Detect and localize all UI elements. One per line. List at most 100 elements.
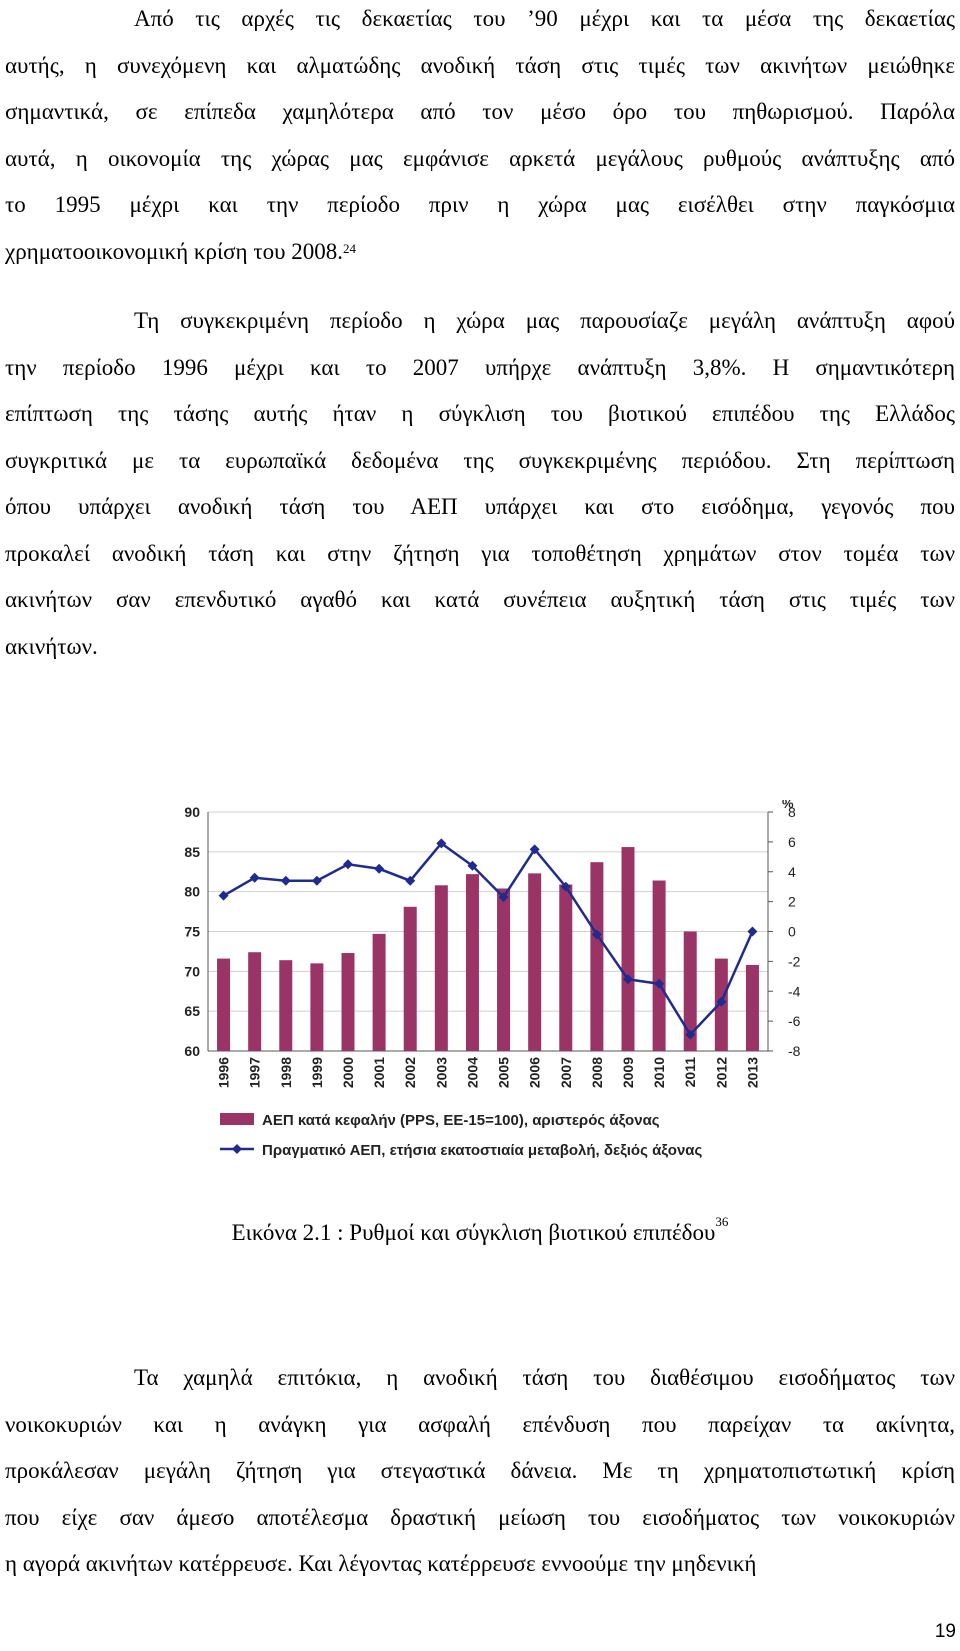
right-tick-label: 4	[788, 864, 796, 880]
left-tick-label: 70	[184, 963, 200, 979]
x-tick-label: 1996	[216, 1057, 232, 1088]
text-line: το 1995 μέχρι και την περίοδο πριν η χώρ…	[5, 192, 955, 217]
right-tick-label: -2	[788, 953, 801, 969]
bar	[403, 906, 417, 1051]
text-line: νοικοκυριών και η ανάγκη για ασφαλή επέν…	[5, 1411, 955, 1437]
growth-point	[467, 860, 478, 871]
figure-caption: Εικόνα 2.1 : Ρυθμοί και σύγκλιση βιοτικο…	[0, 1214, 960, 1246]
x-tick-label: 1999	[309, 1057, 325, 1088]
bar	[310, 963, 324, 1051]
bar	[372, 933, 386, 1051]
text-line: ακινήτων σαν επενδυτικό αγαθό και κατά σ…	[5, 587, 955, 612]
left-tick-label: 85	[184, 844, 200, 860]
text-line: επίπτωση της τάσης αυτής ήταν η σύγκλιση…	[5, 401, 955, 426]
text-line: αυτής, η συνεχόμενη και αλματώδης ανοδικ…	[5, 52, 955, 78]
bar	[279, 960, 293, 1051]
growth-point	[623, 974, 633, 985]
bar	[434, 885, 448, 1051]
right-tick-label: 6	[788, 834, 796, 850]
bar	[745, 964, 759, 1051]
text-line: χρηματοοικονομική κρίση του 2008.24	[5, 238, 356, 264]
left-tick-label: 65	[184, 1003, 200, 1019]
left-tick-label: 75	[184, 924, 200, 940]
paragraph-1: Από τις αρχές τις δεκαετίας του ’90 μέχρ…	[5, 0, 955, 275]
legend-line-label: Πραγματικό ΑΕΠ, ετήσια εκατοστιαία μεταβ…	[262, 1142, 703, 1159]
left-tick-label: 60	[184, 1043, 200, 1059]
bar	[621, 847, 635, 1051]
x-tick-label: 2012	[713, 1057, 729, 1088]
growth-point	[343, 859, 353, 870]
paragraph-3: Τα χαμηλά επιτόκια, η ανοδική τάση του δ…	[5, 1355, 955, 1588]
x-tick-label: 2006	[527, 1057, 543, 1088]
right-tick-label: -4	[788, 983, 801, 999]
bar	[341, 953, 355, 1051]
growth-point	[716, 996, 727, 1007]
right-tick-label: 0	[788, 924, 796, 940]
growth-point	[529, 844, 540, 855]
growth-point	[685, 1029, 696, 1040]
gdp-chart: 60 65 70 75 80 85 90 -8 -6 -4 -2 0 2 4 6 8% 1996 1997 1998…	[184, 800, 801, 1159]
right-tick-label: 8	[788, 804, 796, 820]
text-line: που είχε σαν άμεσο αποτέλεσμα δραστική μ…	[5, 1504, 955, 1530]
text-line: ακινήτων.	[5, 633, 98, 659]
text-line: σημαντικά, σε επίπεδα χαμηλότερα από τον…	[5, 99, 955, 124]
x-tick-label: 2002	[402, 1057, 418, 1088]
growth-point	[747, 926, 758, 937]
text-line: όπου υπάρχει ανοδική τάση του ΑΕΠ υπάρχε…	[5, 494, 955, 519]
text-line: Από τις αρχές τις δεκαετίας του ’90 μέχρ…	[134, 6, 955, 31]
legend-line-marker	[232, 1144, 242, 1154]
right-tick-label: -8	[788, 1043, 801, 1059]
x-tick-label: 1998	[278, 1057, 294, 1088]
bar	[590, 862, 604, 1051]
x-tick-label: 1997	[247, 1057, 263, 1088]
page-number: 19	[934, 1621, 956, 1642]
bar	[528, 873, 542, 1051]
bar	[248, 952, 262, 1051]
text-line: προκαλεί ανοδική τάση και στην ζήτηση γι…	[5, 540, 955, 566]
growth-point	[280, 875, 291, 886]
text-line: συγκριτικά με τα ευρωπαϊκά δεδομένα της …	[5, 447, 955, 473]
right-tick-label: -6	[788, 1013, 801, 1029]
text-line: αυτά, η οικονομία της χώρας μας εμφάνισε…	[5, 145, 955, 171]
text-line: Τα χαμηλά επιτόκια, η ανοδική τάση του δ…	[134, 1365, 955, 1390]
x-tick-label: 2000	[340, 1057, 356, 1088]
text-line: Τη συγκεκριμένη περίοδο η χώρα μας παρου…	[134, 308, 955, 333]
growth-point	[311, 875, 322, 886]
x-tick-label: 2010	[651, 1057, 667, 1088]
growth-point	[654, 978, 665, 989]
growth-point	[218, 890, 229, 901]
footnote-ref: 24	[342, 240, 356, 256]
x-tick-label: 2013	[744, 1057, 760, 1088]
legend-bar-swatch	[220, 1113, 254, 1125]
x-tick-label: 2003	[433, 1057, 449, 1088]
x-tick-label: 2004	[464, 1057, 480, 1088]
bar	[559, 884, 573, 1051]
growth-point	[498, 892, 509, 903]
legend-bar-label: ΑΕΠ κατά κεφαλήν (PPS, ΕΕ-15=100), αριστ…	[262, 1112, 660, 1129]
text-line: την περίοδο 1996 μέχρι και το 2007 υπήρχ…	[5, 354, 955, 380]
x-tick-label: 2005	[496, 1057, 512, 1088]
growth-line	[222, 841, 754, 1037]
left-tick-label: 90	[184, 804, 200, 820]
right-tick-label: 2	[788, 894, 796, 910]
bar	[683, 931, 697, 1051]
x-tick-label: 2008	[589, 1057, 605, 1088]
bar	[497, 888, 511, 1051]
bar	[217, 958, 231, 1051]
growth-point	[436, 838, 447, 849]
caption-text: Εικόνα 2.1 : Ρυθμοί και σύγκλιση βιοτικο…	[231, 1220, 716, 1245]
paragraph-2: Τη συγκεκριμένη περίοδο η χώρα μας παρου…	[5, 298, 955, 670]
bar	[652, 880, 666, 1051]
x-tick-label: 2011	[682, 1057, 698, 1088]
text-line: προκάλεσαν μεγάλη ζήτηση για στεγαστικά …	[5, 1458, 955, 1483]
left-tick-label: 80	[184, 884, 200, 900]
x-tick-label: 2001	[371, 1057, 387, 1088]
bar	[465, 874, 479, 1051]
growth-point	[249, 872, 260, 883]
growth-point	[374, 863, 385, 874]
right-axis-label: %	[782, 800, 794, 811]
growth-point	[560, 881, 571, 892]
x-tick-label: 2009	[620, 1057, 636, 1088]
growth-point	[405, 875, 416, 886]
growth-point	[591, 929, 602, 940]
